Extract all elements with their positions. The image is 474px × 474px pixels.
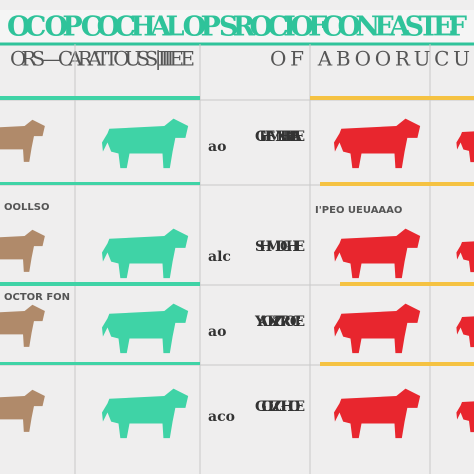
row-text: SHMD GHIIIIE — [255, 239, 305, 255]
strips — [0, 96, 474, 366]
row-text: GHEMNE BHIEAE — [255, 129, 305, 145]
row-label-left: OOLLSO — [4, 202, 49, 213]
strip — [320, 182, 474, 186]
subheader-left: ORS — CARATTOUSS | IIIIE E — [10, 47, 195, 72]
strip — [0, 282, 200, 286]
row-text: aco — [208, 409, 235, 425]
row-text: ao — [208, 139, 226, 155]
strip — [0, 362, 200, 365]
strip — [320, 362, 474, 366]
labels: ao GHEMNE BHIEAE OOLLSO I'PEO UEUAAAO alc SHM… — [4, 129, 402, 425]
row-text: alc — [208, 249, 231, 265]
row-text: GIOLZ GIHIOE — [255, 399, 305, 415]
strip — [0, 96, 200, 100]
strip — [0, 182, 200, 185]
title-band — [0, 10, 474, 44]
row-text: ao — [208, 324, 226, 340]
title: OC OP COCHAL OP SROCIOFCONEASTEF — [7, 12, 467, 43]
row-label-left: OCTOR FON — [4, 292, 70, 303]
row-text: YAOKZ GROCE — [254, 314, 305, 330]
strip — [310, 96, 474, 100]
row-label-right: I'PEO UEUAAAO — [315, 205, 402, 216]
strip — [340, 282, 474, 286]
subheader-right: OF ABOORUCU — [270, 47, 470, 71]
